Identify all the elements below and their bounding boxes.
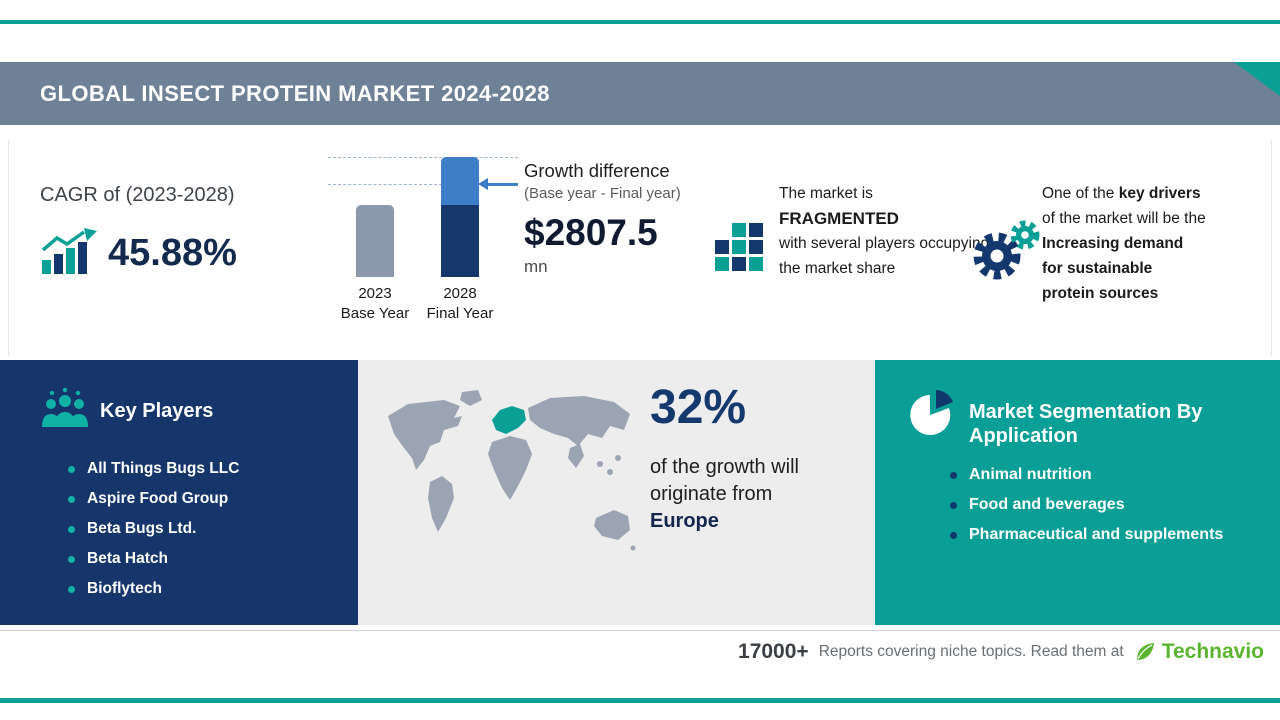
region-name: Europe xyxy=(650,510,719,532)
market-segmentation-panel: Market Segmentation By Application Anima… xyxy=(875,360,1280,625)
list-item: Pharmaceutical and supplements xyxy=(950,520,1223,550)
segmentation-title: Market Segmentation By Application xyxy=(969,400,1202,448)
dashed-guideline-top xyxy=(328,157,518,158)
drivers-line-2: of the market will be the xyxy=(1042,210,1206,227)
growth-arrow-icon xyxy=(478,178,488,190)
bullet-icon xyxy=(68,465,75,473)
market-share-squares-icon xyxy=(714,222,764,277)
key-player-name: Beta Hatch xyxy=(87,550,168,567)
leaf-icon xyxy=(1136,643,1154,660)
segmentation-list: Animal nutrition Food and beverages Phar… xyxy=(950,460,1223,550)
fragmented-market-text: The market is FRAGMENTED with several pl… xyxy=(779,181,1024,281)
bullet-icon xyxy=(950,531,957,539)
europe-region xyxy=(492,406,526,434)
key-players-panel: Key Players All Things Bugs LLC Aspire F… xyxy=(0,360,358,625)
fragmented-line-4: the market share xyxy=(779,260,896,277)
gears-icon xyxy=(970,218,1044,284)
key-player-name: Beta Bugs Ltd. xyxy=(87,520,197,537)
growth-arrow-line xyxy=(488,183,518,186)
technavio-logo: Technavio xyxy=(1134,640,1264,664)
list-item: Aspire Food Group xyxy=(68,484,239,514)
base-year-label: Base Year xyxy=(340,305,410,322)
segment-name: Animal nutrition xyxy=(969,466,1092,483)
final-year-label: Final Year xyxy=(426,305,494,322)
key-drivers-text: One of the key drivers of the market wil… xyxy=(1042,181,1262,306)
header-bar: GLOBAL INSECT PROTEIN MARKET 2024-2028 xyxy=(0,62,1280,125)
fragmented-line-3: with several players occupying xyxy=(779,235,990,252)
list-item: Animal nutrition xyxy=(950,460,1223,490)
list-item: Beta Hatch xyxy=(68,544,239,574)
growth-difference-subtitle: (Base year - Final year) xyxy=(524,185,681,202)
cagr-value: 45.88% xyxy=(108,232,237,274)
drivers-line-3: Increasing demand xyxy=(1042,235,1184,252)
region-line-1: of the growth will xyxy=(650,456,799,478)
bottom-accent-line xyxy=(0,698,1280,703)
footer-divider xyxy=(0,630,1280,631)
bullet-icon xyxy=(68,585,75,593)
list-item: Food and beverages xyxy=(950,490,1223,520)
footer: 17000+ Reports covering niche topics. Re… xyxy=(738,634,1264,670)
growth-difference-block: Growth difference (Base year - Final yea… xyxy=(524,160,681,277)
bar-2023 xyxy=(356,205,394,277)
segmentation-title-line-2: Application xyxy=(969,425,1078,447)
fragmented-line-1: The market is xyxy=(779,185,873,202)
year-2028: 2028 xyxy=(443,285,477,302)
bullet-icon xyxy=(68,495,75,503)
segment-name: Food and beverages xyxy=(969,496,1125,513)
bullet-icon xyxy=(68,525,75,533)
world-map-icon xyxy=(374,386,639,596)
cagr-label: CAGR of (2023-2028) xyxy=(40,184,235,206)
drivers-line-1-bold: key drivers xyxy=(1118,185,1201,202)
segment-name: Pharmaceutical and supplements xyxy=(969,526,1224,543)
growth-bars-icon xyxy=(40,228,98,281)
year-2023: 2023 xyxy=(358,285,392,302)
drivers-line-4: for sustainable xyxy=(1042,260,1153,277)
growth-difference-value: $2807.5 xyxy=(524,212,658,253)
list-item: Bioflytech xyxy=(68,574,239,604)
list-item: All Things Bugs LLC xyxy=(68,454,239,484)
axis-label-2023: 2023 Base Year xyxy=(337,285,413,322)
bar-2028 xyxy=(441,157,479,277)
growth-difference-unit: mn xyxy=(524,257,548,276)
drivers-line-5: protein sources xyxy=(1042,285,1159,302)
fragmented-line-2: FRAGMENTED xyxy=(779,209,899,228)
top-accent-line xyxy=(0,20,1280,24)
bullet-icon xyxy=(68,555,75,563)
bullet-icon xyxy=(950,501,957,509)
axis-label-2028: 2028 Final Year xyxy=(422,285,498,322)
frame-line-right xyxy=(1271,140,1272,356)
key-players-list: All Things Bugs LLC Aspire Food Group Be… xyxy=(68,454,239,604)
key-player-name: All Things Bugs LLC xyxy=(87,460,240,477)
footer-text: Reports covering niche topics. Read them… xyxy=(818,643,1124,660)
pie-chart-icon xyxy=(907,390,955,443)
brand-name: Technavio xyxy=(1161,640,1264,663)
key-player-name: Bioflytech xyxy=(87,580,162,597)
region-growth-text: of the growth will originate from Europe xyxy=(650,454,799,535)
team-network-icon xyxy=(38,386,92,437)
dashed-guideline-arrow xyxy=(328,184,518,185)
segmentation-title-line-1: Market Segmentation By xyxy=(969,401,1203,423)
region-line-2: originate from xyxy=(650,483,773,505)
list-item: Beta Bugs Ltd. xyxy=(68,514,239,544)
base-vs-final-year-chart: 2023 Base Year 2028 Final Year xyxy=(328,157,518,325)
key-player-name: Aspire Food Group xyxy=(87,490,229,507)
region-growth-percent: 32% xyxy=(650,381,747,434)
drivers-line-1: One of the key drivers xyxy=(1042,181,1262,206)
growth-difference-title: Growth difference xyxy=(524,160,670,181)
key-players-title: Key Players xyxy=(100,400,214,422)
reports-count: 17000+ xyxy=(738,640,809,663)
drivers-line-1-pre: One of the xyxy=(1042,185,1119,202)
region-growth-panel: 32% of the growth will originate from Eu… xyxy=(358,360,875,625)
corner-accent-triangle xyxy=(1234,62,1280,96)
page-title: GLOBAL INSECT PROTEIN MARKET 2024-2028 xyxy=(40,80,550,106)
bullet-icon xyxy=(950,471,957,479)
frame-line-left xyxy=(8,140,9,356)
